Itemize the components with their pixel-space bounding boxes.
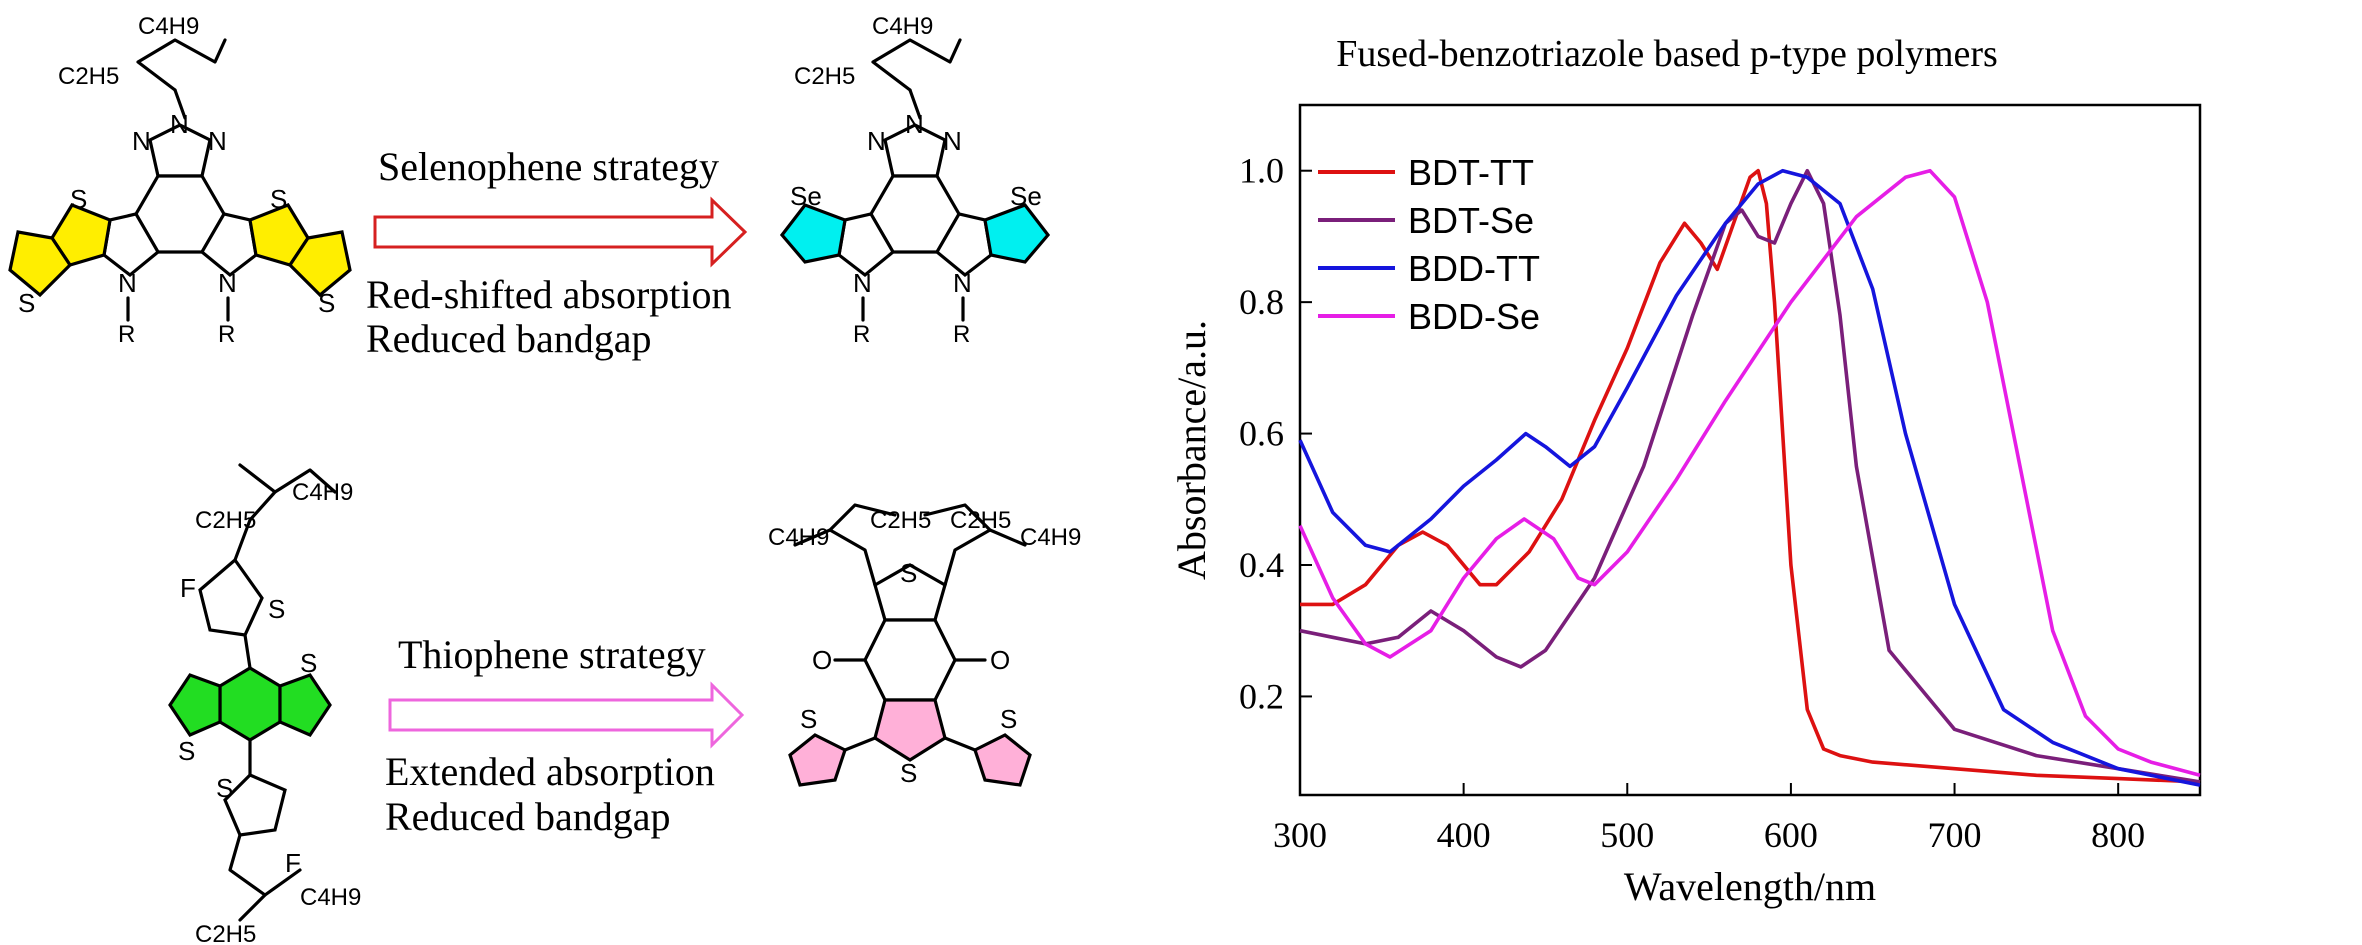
atom-label: R — [853, 321, 870, 348]
molecule-se-unit: C4H9 C2H5 N N N N N R R Se Se — [779, 13, 1051, 348]
molecule-bdt-unit: C2H5 C4H9 F S S S S F C4H9 C2H5 — [168, 463, 361, 945]
effect-line: Reduced bandgap — [385, 794, 670, 839]
atom-label: N — [867, 126, 886, 156]
atom-label: R — [118, 321, 135, 348]
chain-label: C4H9 — [138, 13, 199, 40]
atom-label: S — [178, 736, 195, 766]
plot-frame — [1298, 103, 2202, 797]
y-tick-label: 0.6 — [1239, 414, 1284, 454]
atom-label: S — [70, 184, 87, 214]
legend-label: BDT-TT — [1408, 152, 1534, 193]
chain-label: C4H9 — [768, 524, 829, 551]
x-tick-label: 700 — [1928, 815, 1982, 855]
chain-label: C2H5 — [794, 63, 855, 90]
atom-label: O — [990, 645, 1010, 675]
atom-label: Se — [1010, 181, 1042, 211]
x-tick-label: 500 — [1600, 815, 1654, 855]
legend-label: BDD-Se — [1408, 296, 1540, 337]
atom-label: F — [180, 573, 196, 603]
chain-label: C4H9 — [1020, 524, 1081, 551]
x-tick-label: 800 — [2091, 815, 2145, 855]
atom-label: S — [300, 648, 317, 678]
axis-ticks: 300 400 500 600 700 800 0.2 0.4 0.6 0.8 1.0 — [1239, 151, 2145, 855]
chain-label: C2H5 — [195, 507, 256, 534]
atom-label: N — [218, 268, 237, 298]
y-axis-label: Absorbance/a.u. — [1169, 320, 1214, 580]
atom-label: S — [18, 288, 35, 318]
molecule-bdd-unit: C4H9 C2H5 C2H5 C4H9 S O O S S S — [768, 503, 1081, 788]
series-lines — [1298, 168, 2201, 787]
legend-label: BDT-Se — [1408, 200, 1534, 241]
atom-label: R — [953, 321, 970, 348]
reaction-scheme: C4H9 C2H5 N N N N N R R S S S S Selenoph… — [8, 13, 1081, 945]
x-tick-label: 300 — [1273, 815, 1327, 855]
atom-label: N — [208, 126, 227, 156]
atom-label: N — [943, 126, 962, 156]
atom-label: O — [812, 645, 832, 675]
atom-label: S — [900, 758, 917, 788]
molecule-bdt-tt-unit: C4H9 C2H5 N N N N N R R S S S S — [8, 13, 352, 348]
chain-label: C2H5 — [195, 921, 256, 945]
chain-label: C2H5 — [870, 507, 931, 534]
chain-label: C4H9 — [872, 13, 933, 40]
chart-title: Fused-benzotriazole based p-type polymer… — [1336, 33, 1998, 75]
atom-label: S — [216, 773, 233, 803]
x-tick-label: 400 — [1437, 815, 1491, 855]
atom-label: S — [318, 288, 335, 318]
effect-line: Extended absorption — [385, 749, 715, 794]
absorption-chart: Fused-benzotriazole based p-type polymer… — [1169, 33, 2202, 909]
y-tick-label: 0.2 — [1239, 676, 1284, 716]
atom-label: R — [218, 321, 235, 348]
thiophene-strategy-arrow — [388, 681, 745, 749]
legend: BDT-TT BDT-Se BDD-TT BDD-Se — [1318, 152, 1540, 337]
chain-label: C4H9 — [292, 479, 353, 506]
strategy-label: Thiophene strategy — [398, 632, 706, 677]
chain-label: C2H5 — [58, 63, 119, 90]
atom-label: N — [170, 109, 189, 139]
x-tick-label: 600 — [1764, 815, 1818, 855]
series-line-bdt-se — [1299, 168, 2201, 784]
atom-label: Se — [790, 181, 822, 211]
effect-line: Red-shifted absorption — [366, 272, 732, 317]
atom-label: N — [953, 268, 972, 298]
series-line-bdd-se — [1298, 168, 2201, 778]
atom-label: S — [268, 594, 285, 624]
effect-line: Reduced bandgap — [366, 316, 651, 361]
strategy-label: Selenophene strategy — [378, 144, 719, 189]
series-line-bdt-tt — [1300, 168, 2201, 784]
atom-label: N — [118, 268, 137, 298]
atom-label: N — [853, 268, 872, 298]
atom-label: N — [905, 109, 924, 139]
atom-label: S — [1000, 704, 1017, 734]
selenophene-strategy-arrow — [373, 196, 748, 268]
legend-label: BDD-TT — [1408, 248, 1540, 289]
series-line-bdd-tt — [1298, 168, 2201, 787]
x-axis-label: Wavelength/nm — [1624, 864, 1876, 909]
atom-label: N — [132, 126, 151, 156]
atom-label: S — [800, 704, 817, 734]
atom-label: S — [270, 184, 287, 214]
y-tick-label: 1.0 — [1239, 151, 1284, 191]
atom-label: S — [900, 558, 917, 588]
chain-label: C2H5 — [950, 507, 1011, 534]
y-tick-label: 0.8 — [1239, 282, 1284, 322]
chain-label: C4H9 — [300, 884, 361, 911]
y-tick-label: 0.4 — [1239, 545, 1284, 585]
